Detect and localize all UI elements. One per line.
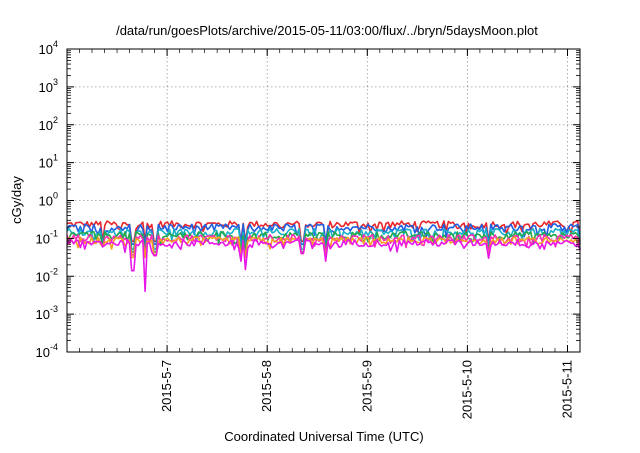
y-tick-label: 10-4 (36, 342, 58, 360)
y-tick-exponent: 0 (53, 191, 58, 201)
x-tick-label: 2015-5-7 (159, 360, 174, 412)
y-tick-label: 10-3 (36, 304, 58, 322)
series-layer (66, 220, 581, 293)
y-tick-exponent: 3 (53, 77, 58, 87)
y-axis-label: cGy/day (9, 176, 24, 224)
x-tick-labels: 2015-5-7 2015-5-8 2015-5-9 2015-5-10 2015-5-… (159, 360, 574, 419)
y-tick-label: 102 (39, 115, 58, 133)
y-tick-exponent: 4 (53, 39, 58, 49)
y-tick-exponent: 1 (53, 153, 58, 163)
y-tick-base: 10 (36, 307, 50, 322)
y-tick-base: 10 (39, 156, 53, 171)
y-tick-base: 10 (36, 231, 50, 246)
x-tick-label: 2015-5-10 (459, 360, 474, 419)
x-axis-label: Coordinated Universal Time (UTC) (224, 429, 423, 444)
y-tick-base: 10 (36, 269, 50, 284)
axis-ticks (66, 48, 581, 353)
y-tick-exponent: -1 (50, 228, 58, 238)
y-tick-base: 10 (39, 118, 53, 133)
y-tick-label: 100 (39, 191, 58, 209)
y-tick-base: 10 (36, 345, 50, 360)
y-tick-label: 10-1 (36, 228, 58, 246)
chart-title: /data/run/goesPlots/archive/2015-05-11/0… (116, 23, 538, 38)
y-tick-exponent: -4 (50, 342, 58, 352)
y-tick-base: 10 (39, 80, 53, 95)
grid (67, 49, 580, 352)
y-tick-base: 10 (39, 42, 53, 57)
y-tick-base: 10 (39, 194, 53, 209)
x-tick-label: 2015-5-9 (359, 360, 374, 412)
y-tick-exponent: 2 (53, 115, 58, 125)
y-tick-label: 103 (39, 77, 58, 95)
y-tick-label: 10-2 (36, 266, 58, 284)
y-tick-exponent: -3 (50, 304, 58, 314)
x-tick-label: 2015-5-11 (559, 360, 574, 418)
series-line (66, 238, 581, 293)
y-tick-label: 104 (39, 39, 58, 57)
x-tick-label: 2015-5-8 (259, 360, 274, 412)
y-tick-exponent: -2 (50, 266, 58, 276)
y-tick-label: 101 (39, 153, 58, 171)
